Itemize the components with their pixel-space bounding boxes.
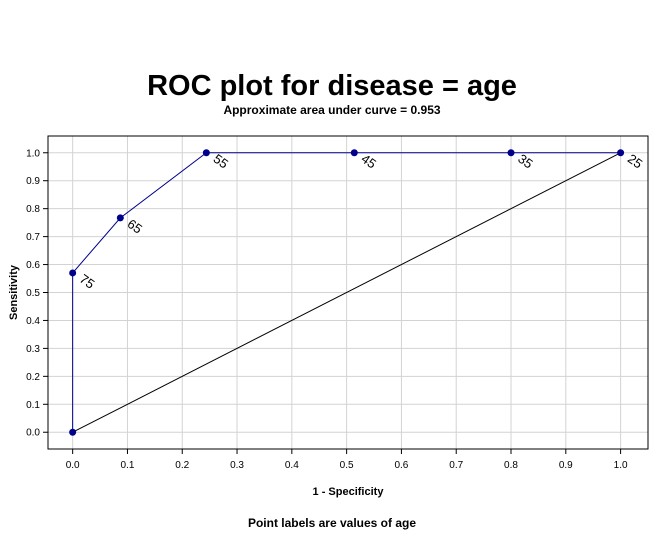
roc-point-5 (507, 149, 515, 157)
y-tick-label-1: 0.1 (26, 400, 40, 411)
x-tick-label-4: 0.4 (285, 460, 299, 471)
x-tick-label-10: 1.0 (614, 460, 628, 471)
point-label-75: 75 (77, 271, 97, 292)
roc-point-6 (617, 149, 625, 157)
point-label-35: 35 (515, 151, 535, 172)
y-tick-label-3: 0.3 (26, 344, 40, 355)
roc-point-1 (69, 269, 77, 277)
x-tick-label-8: 0.8 (504, 460, 518, 471)
x-tick-label-2: 0.2 (175, 460, 189, 471)
y-axis-ticks: 0.0 0.1 0.2 0.3 0.4 0.5 0.6 0.7 0.8 0.9 1.0 (26, 148, 48, 439)
grid-lines (48, 136, 648, 449)
point-label-65: 65 (125, 216, 145, 237)
roc-points (69, 149, 625, 436)
x-tick-label-5: 0.5 (340, 460, 354, 471)
x-axis-ticks: 0.0 0.1 0.2 0.3 0.4 0.5 0.6 0.7 0.8 0.9 1.0 (66, 449, 628, 471)
roc-point-labels: 75 65 55 45 35 25 (77, 151, 645, 292)
roc-point-3 (202, 149, 210, 157)
y-tick-label-8: 0.8 (26, 204, 40, 215)
roc-point-2 (116, 214, 124, 222)
y-axis-label: Sensitivity (8, 264, 20, 320)
x-tick-label-7: 0.7 (449, 460, 463, 471)
x-tick-label-6: 0.6 (394, 460, 408, 471)
x-axis-label: 1 - Specificity (313, 486, 385, 498)
y-tick-label-10: 1.0 (26, 148, 40, 159)
x-tick-label-3: 0.3 (230, 460, 244, 471)
y-tick-label-7: 0.7 (26, 232, 40, 243)
y-tick-label-9: 0.9 (26, 176, 40, 187)
point-label-55: 55 (211, 151, 231, 172)
y-tick-label-4: 0.4 (26, 316, 40, 327)
x-tick-label-1: 0.1 (120, 460, 134, 471)
y-tick-label-6: 0.6 (26, 260, 40, 271)
point-label-45: 45 (359, 151, 379, 172)
x-tick-label-9: 0.9 (559, 460, 573, 471)
roc-point-0 (69, 428, 77, 436)
reference-diagonal-line (72, 152, 621, 433)
chart-footnote: Point labels are values of age (247, 516, 417, 530)
point-label-25: 25 (625, 151, 645, 172)
chart-title: ROC plot for disease = age (147, 70, 517, 102)
roc-point-4 (350, 149, 358, 157)
y-tick-label-0: 0.0 (26, 428, 40, 439)
y-tick-label-2: 0.2 (26, 372, 40, 383)
chart-subtitle: Approximate area under curve = 0.953 (223, 103, 441, 117)
y-tick-label-5: 0.5 (26, 288, 40, 299)
x-tick-label-0: 0.0 (66, 460, 80, 471)
